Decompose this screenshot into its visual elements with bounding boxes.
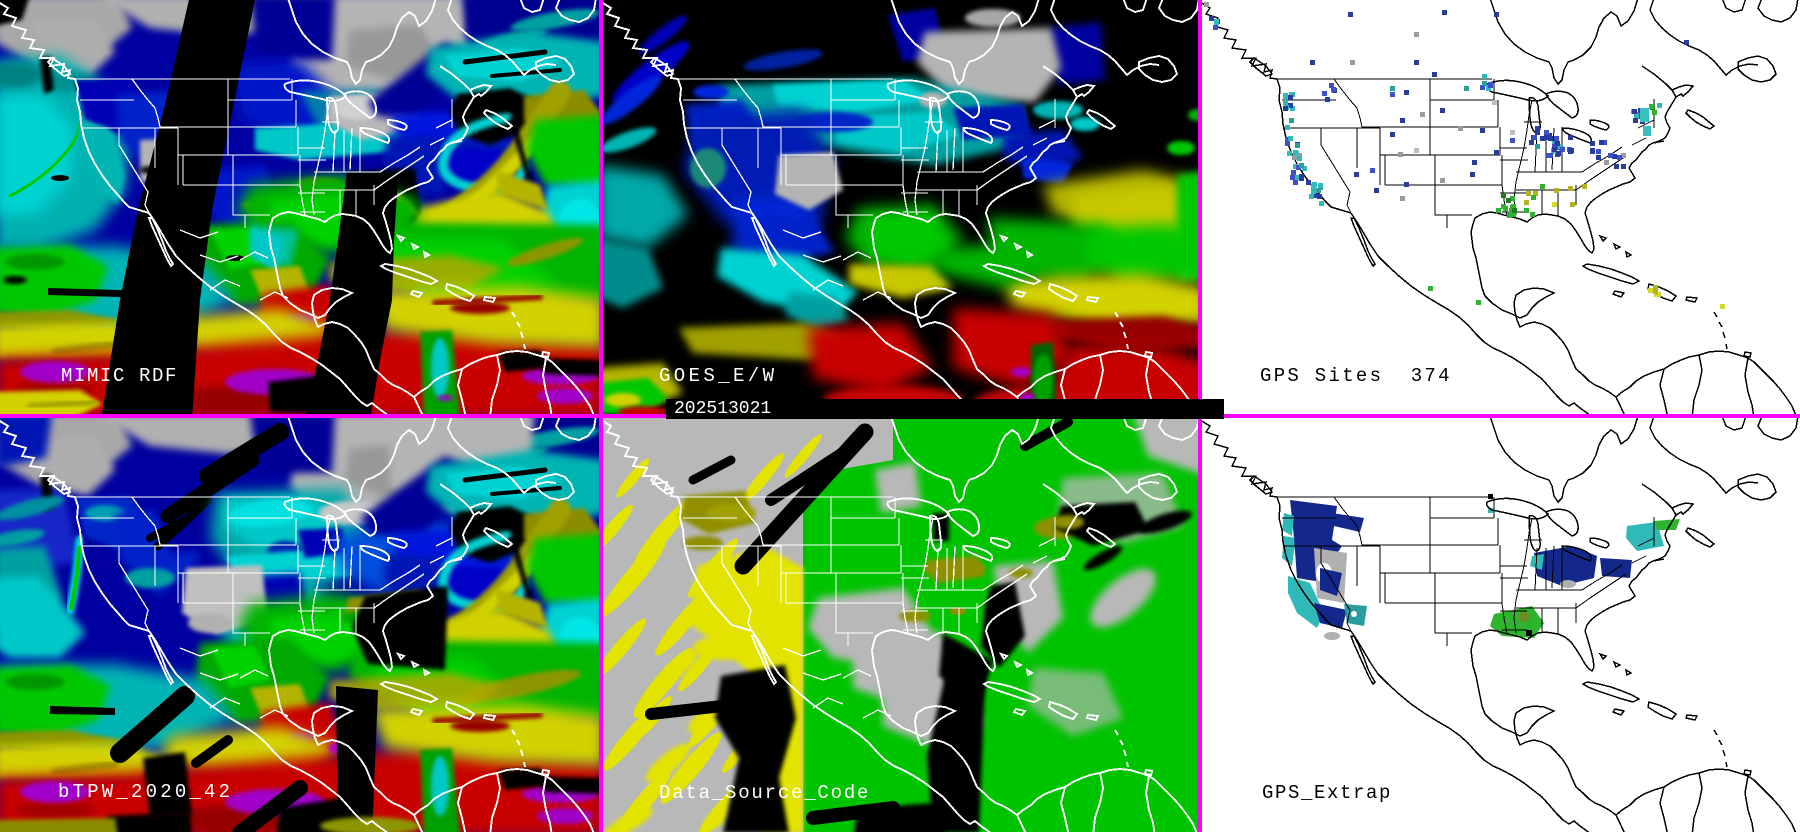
svg-text:GOES_E/W: GOES_E/W xyxy=(659,365,777,387)
svg-text:MIMIC RDF: MIMIC RDF xyxy=(61,365,178,387)
svg-text:bTPW_2020_42: bTPW_2020_42 xyxy=(58,781,233,803)
svg-text:Data_Source_Code: Data_Source_Code xyxy=(659,782,870,804)
svg-text:GPS Sites 374: GPS Sites 374 xyxy=(1260,365,1452,387)
svg-text:GPS_Extrap: GPS_Extrap xyxy=(1262,782,1392,804)
